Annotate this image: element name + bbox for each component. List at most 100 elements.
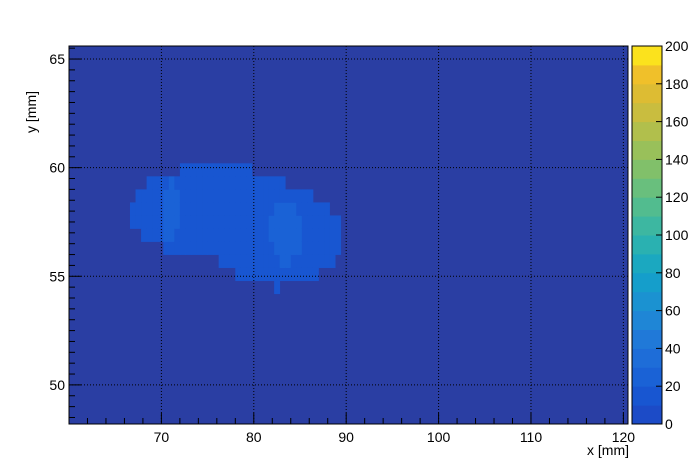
heatmap-cell	[335, 241, 342, 255]
y-tick-label: 65	[49, 51, 65, 67]
heatmap-cell	[163, 189, 170, 203]
heatmap-cell	[312, 202, 319, 216]
heatmap-cell	[174, 202, 181, 216]
heatmap-cell	[207, 215, 214, 229]
heatmap-cell	[296, 215, 303, 229]
heatmap-cell	[246, 176, 253, 190]
heatmap-cell	[268, 176, 275, 190]
heatmap-cell	[257, 267, 264, 282]
heatmap-cell	[274, 241, 281, 255]
heatmap-cell	[202, 163, 208, 177]
heatmap-cell	[279, 215, 286, 229]
heatmap-cell	[251, 202, 258, 216]
heatmap-cell	[229, 228, 236, 242]
colorbar-tick-label: 120	[665, 189, 689, 205]
colorbar-segment	[632, 216, 662, 236]
heatmap-cell	[207, 228, 214, 242]
heatmap-cell	[213, 202, 220, 216]
heatmap-cell	[224, 254, 231, 268]
heatmap-cell	[268, 241, 275, 255]
colorbar-segment	[632, 83, 662, 104]
heatmap-cell	[257, 241, 264, 255]
colorbar-tick-label: 140	[665, 151, 689, 167]
heatmap-cell	[168, 228, 175, 242]
heatmap-cell	[257, 228, 264, 242]
heatmap-cell	[179, 189, 186, 203]
heatmap-cell	[246, 267, 253, 282]
heatmap-cell	[224, 163, 231, 177]
heatmap-cell	[235, 202, 242, 216]
heatmap-cell	[301, 215, 308, 229]
heatmap-cell	[213, 176, 220, 190]
heatmap-cell	[274, 228, 281, 242]
heatmap-cell	[163, 228, 170, 242]
heatmap-cell	[196, 202, 203, 216]
colorbar-tick-label: 100	[665, 227, 689, 243]
heatmap-cell	[235, 228, 242, 242]
heatmap-cell	[279, 176, 286, 190]
heatmap-cell	[246, 189, 253, 203]
colorbar-segment	[632, 197, 662, 217]
heatmap-cell	[290, 267, 297, 282]
heatmap-cell	[163, 176, 170, 190]
heatmap-cell	[146, 202, 153, 216]
heatmap-cell	[335, 228, 342, 242]
heatmap-cell	[240, 254, 247, 268]
heatmap-cell	[207, 163, 214, 177]
heatmap-cell	[251, 254, 258, 268]
heatmap-cell	[135, 189, 142, 203]
y-axis-title: y [mm]	[23, 91, 39, 133]
heatmap-cell	[185, 228, 192, 242]
heatmap-cell	[213, 189, 220, 203]
heatmap-cell	[312, 228, 319, 242]
heatmap-cell	[224, 241, 231, 255]
x-axis-title: x [mm]	[587, 442, 629, 458]
heatmap-cell	[168, 241, 175, 255]
colorbar-tick-label: 160	[665, 114, 689, 130]
heatmap-cell	[157, 176, 164, 190]
heatmap-cell	[224, 176, 231, 190]
heatmap-cell	[196, 215, 203, 229]
heatmap-cell	[285, 267, 292, 282]
heatmap-cell	[246, 163, 253, 177]
heatmap-cell	[196, 176, 203, 190]
heatmap-cell	[246, 215, 253, 229]
heatmap-cell	[301, 241, 308, 255]
heatmap-cell	[218, 189, 225, 203]
heatmap-cell	[263, 228, 269, 242]
heatmap-cell	[174, 176, 181, 190]
heatmap-cell	[318, 241, 325, 255]
heatmap-cell	[307, 189, 314, 203]
colorbar-segment	[632, 46, 662, 66]
heatmap-cell	[196, 189, 203, 203]
heatmap-cell	[141, 202, 148, 216]
heatmap-cell	[235, 189, 242, 203]
heatmap-cell	[190, 228, 197, 242]
heatmap-cell	[218, 202, 225, 216]
heatmap-cell	[240, 228, 247, 242]
heatmap-cell	[174, 189, 181, 203]
colorbar-tick-label: 20	[665, 378, 681, 394]
heatmap-cell	[301, 189, 308, 203]
heatmap-cell	[285, 254, 292, 268]
colorbar-segment	[632, 253, 662, 274]
colorbar-segment	[632, 272, 662, 293]
heatmap-cell	[168, 189, 175, 203]
heatmap-cell	[185, 163, 192, 177]
heatmap-cell	[301, 267, 308, 282]
heatmap-cell	[290, 202, 297, 216]
heatmap-cell	[296, 189, 303, 203]
x-tick-label: 110	[520, 429, 543, 445]
heatmap-cell	[285, 189, 292, 203]
heatmap-cell	[229, 176, 236, 190]
heatmap-cell	[263, 189, 269, 203]
heatmap-cell	[202, 176, 208, 190]
heatmap-cell	[290, 228, 297, 242]
heatmap-cell	[152, 215, 159, 229]
heatmap-cell	[146, 189, 153, 203]
heatmap-cell	[290, 241, 297, 255]
colorbar-segment	[632, 348, 662, 368]
heatmap-cell	[279, 202, 286, 216]
colorbar-segment	[632, 291, 662, 312]
heatmap-cell	[202, 215, 208, 229]
